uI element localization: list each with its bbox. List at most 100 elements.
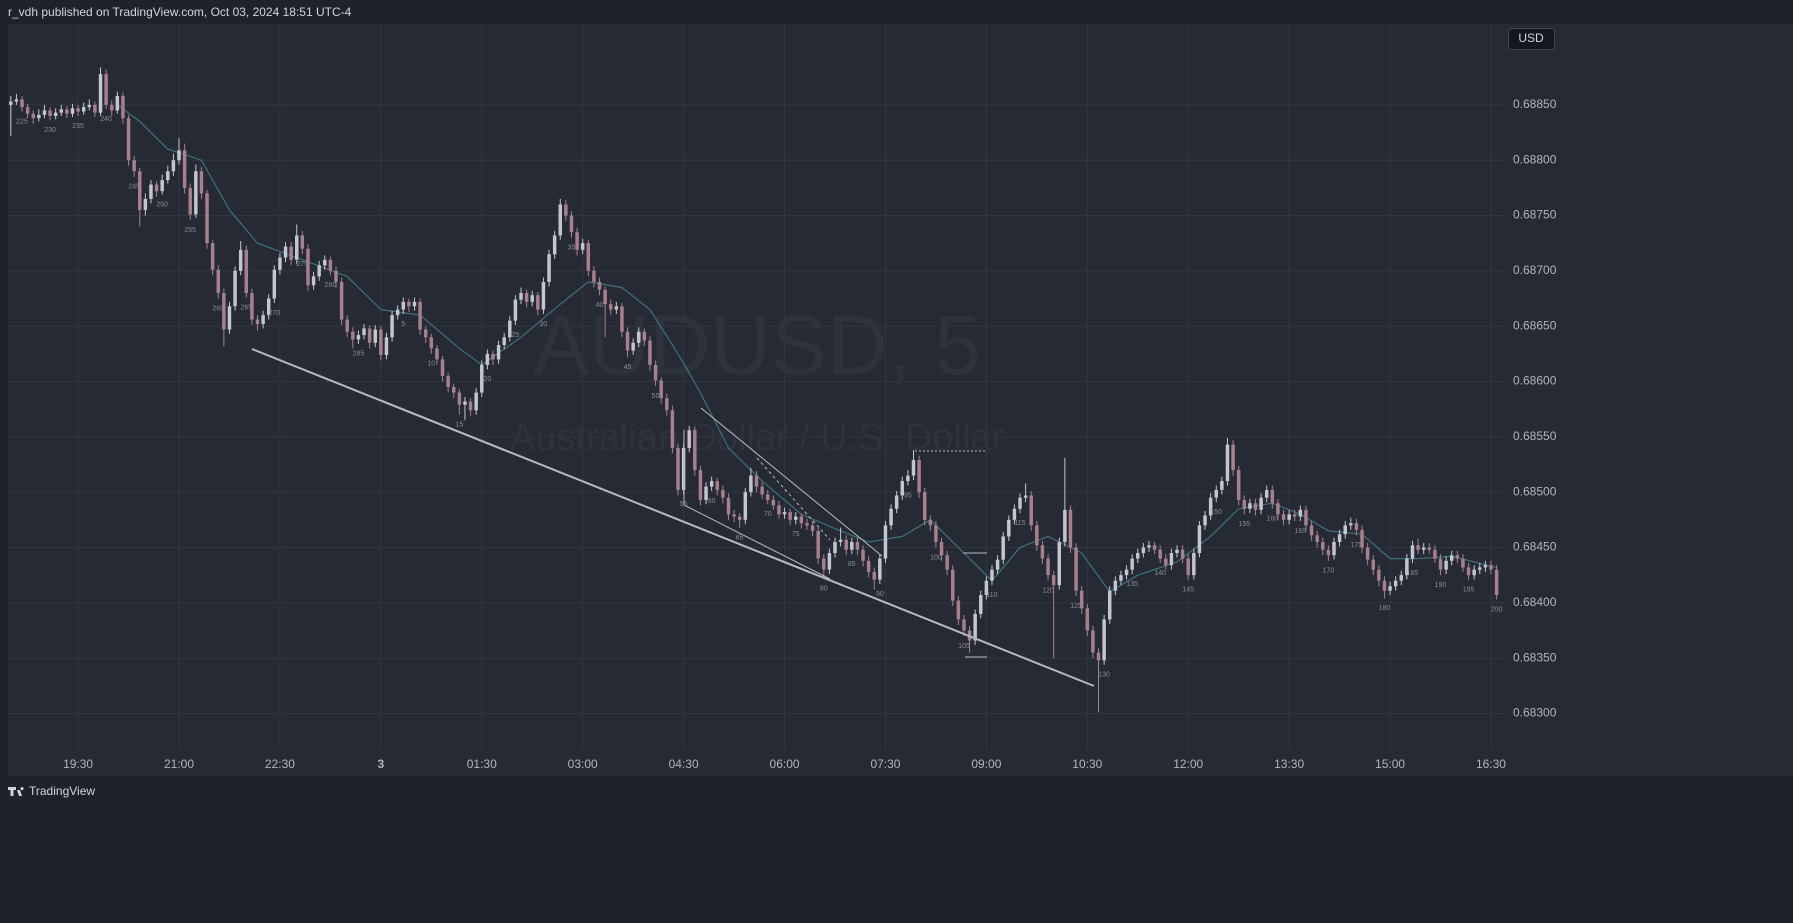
candle-body xyxy=(513,299,518,321)
candle-body xyxy=(726,497,731,515)
candle-body xyxy=(362,328,366,336)
candle-body xyxy=(1264,489,1269,498)
candle-body xyxy=(1074,547,1078,591)
currency-button[interactable] xyxy=(1508,28,1555,50)
candle-body xyxy=(883,525,888,559)
candle-body xyxy=(37,114,41,119)
drawings xyxy=(251,348,1095,687)
header-text: r_vdh published on TradingView.com, Oct … xyxy=(8,5,352,19)
candle-body xyxy=(928,519,933,526)
candle-body xyxy=(950,569,955,601)
candle-body xyxy=(104,73,108,105)
candle-body xyxy=(440,359,445,376)
candle-body xyxy=(283,246,288,258)
candle-body xyxy=(435,348,439,360)
x-tick-label: 19:30 xyxy=(63,757,93,771)
candle-body xyxy=(906,475,910,482)
candle-body xyxy=(311,276,316,286)
candle-body xyxy=(569,215,574,233)
logo-mark xyxy=(8,787,24,796)
candle-body xyxy=(866,560,871,572)
bar-label: 160 xyxy=(1266,516,1278,523)
candle-body xyxy=(816,530,820,559)
candle-body xyxy=(1321,541,1325,550)
candle-body xyxy=(65,109,69,114)
bar-label: 115 xyxy=(1014,520,1025,527)
candle-body xyxy=(552,235,557,255)
candle-body xyxy=(1164,558,1168,566)
candle-body xyxy=(42,110,47,115)
candle-body xyxy=(272,269,277,299)
candle-body xyxy=(575,232,579,250)
candle-body xyxy=(1113,580,1118,591)
bar-label: 185 xyxy=(1407,570,1419,577)
bar-label: 230 xyxy=(44,127,56,134)
candle-body xyxy=(536,295,540,310)
candle-body xyxy=(956,600,961,620)
candle-body xyxy=(1152,545,1157,550)
bar-label: 110 xyxy=(986,592,997,599)
candle-body xyxy=(1175,549,1179,554)
candle-body xyxy=(995,559,1000,570)
candle-body xyxy=(1399,575,1404,581)
candle-body xyxy=(1354,523,1359,530)
candle-body xyxy=(339,281,344,320)
bar-label: 240 xyxy=(100,116,112,123)
candle-body xyxy=(1136,553,1140,559)
candle-body xyxy=(154,184,159,192)
bar-label: 165 xyxy=(1295,528,1307,535)
candle-body xyxy=(390,315,394,338)
candle-body xyxy=(855,541,860,550)
candle-body xyxy=(205,193,209,244)
x-tick-label: 21:00 xyxy=(164,757,194,771)
bar-label: 245 xyxy=(128,184,140,191)
candle-body xyxy=(1287,514,1291,520)
trend-line xyxy=(251,348,1095,687)
y-tick-label: 0.68650 xyxy=(1513,318,1557,332)
candle-body xyxy=(222,292,226,330)
candle-body xyxy=(580,243,585,250)
candle-body xyxy=(278,257,282,270)
candle-body xyxy=(794,516,798,520)
candle-body xyxy=(379,329,383,355)
candle-body xyxy=(1124,569,1129,576)
candle-body xyxy=(306,248,310,286)
candle-body xyxy=(1085,608,1090,631)
x-tick-label: 13:30 xyxy=(1274,757,1304,771)
candle-body xyxy=(1068,509,1073,548)
candle-body xyxy=(407,301,411,307)
candle-body xyxy=(1119,575,1123,581)
candle-body xyxy=(1158,549,1162,559)
candle-body xyxy=(861,549,865,561)
bar-label: 100 xyxy=(930,554,942,561)
bar-label: 265 xyxy=(240,304,252,311)
y-tick-label: 0.68350 xyxy=(1513,650,1557,664)
bar-label: 260 xyxy=(212,305,224,312)
candle-body xyxy=(833,541,837,554)
candle-body xyxy=(474,392,478,411)
candle-body xyxy=(300,235,305,249)
candle-body xyxy=(48,110,52,116)
candle-body xyxy=(177,150,181,161)
x-tick-label: 01:30 xyxy=(467,757,497,771)
candle-body xyxy=(334,270,338,282)
y-tick-label: 0.68500 xyxy=(1513,484,1557,498)
candle-body xyxy=(485,353,490,365)
candle-body xyxy=(210,243,215,270)
candle-body xyxy=(1377,569,1381,581)
candle-body xyxy=(351,331,355,340)
candle-body xyxy=(586,243,591,271)
candle-body xyxy=(345,319,349,332)
y-tick-label: 0.68400 xyxy=(1513,595,1557,609)
candle-body xyxy=(984,580,989,596)
bar-label: 140 xyxy=(1154,570,1166,577)
candle-body xyxy=(1046,558,1050,576)
candle-body xyxy=(878,558,882,580)
bar-label: 275 xyxy=(297,261,309,268)
candle-body xyxy=(519,292,523,300)
candle-body xyxy=(9,101,13,105)
candle-body xyxy=(1231,444,1235,471)
candle-body xyxy=(625,331,630,351)
candle-body xyxy=(255,319,260,324)
